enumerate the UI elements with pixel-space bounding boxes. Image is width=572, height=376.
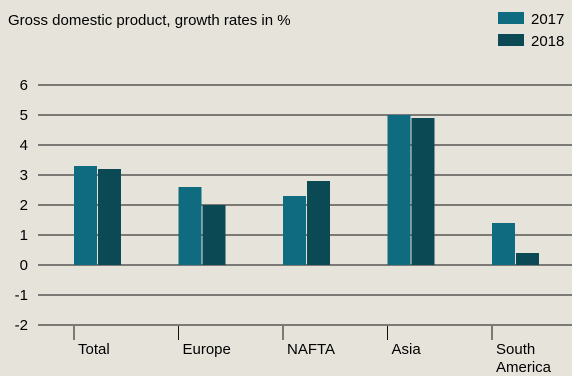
y-tick-label: 6 (20, 77, 28, 94)
bar-2017-europe (178, 187, 202, 265)
bar-2018-south-america (516, 253, 539, 265)
chart-title: Gross domestic product, growth rates in … (8, 12, 291, 29)
y-tick-label: 4 (20, 137, 28, 154)
legend-swatch-2018 (498, 34, 524, 46)
category-label: Europe (183, 341, 231, 358)
y-tick-label: -1 (15, 287, 28, 304)
bars (74, 115, 539, 265)
bar-2018-total (98, 169, 121, 265)
category-label: Total (78, 341, 110, 358)
legend-swatch-2017 (498, 12, 524, 24)
y-tick-label: -2 (15, 317, 28, 334)
bar-2017-south-america (492, 223, 515, 265)
y-tick-label: 0 (20, 257, 28, 274)
category-label: South (496, 341, 535, 358)
legend: 2017 2018 (498, 11, 564, 50)
bar-2018-europe (202, 205, 226, 265)
category-label: Asia (392, 341, 422, 358)
y-tick-label: 3 (20, 167, 28, 184)
bar-2018-asia (411, 118, 435, 265)
y-tick-label: 5 (20, 107, 28, 124)
y-tick-label: 2 (20, 197, 28, 214)
category-label: America (496, 359, 552, 376)
bar-2017-total (74, 166, 97, 265)
legend-label-2018: 2018 (531, 33, 564, 50)
y-tick-label: 1 (20, 227, 28, 244)
bar-2018-nafta (307, 181, 330, 265)
legend-label-2017: 2017 (531, 11, 564, 28)
bar-2017-nafta (283, 196, 306, 265)
y-axis-tick-labels: -2 -1 0 1 2 3 4 5 6 (15, 77, 28, 334)
bar-2017-asia (387, 115, 411, 265)
category-label: NAFTA (287, 341, 335, 358)
